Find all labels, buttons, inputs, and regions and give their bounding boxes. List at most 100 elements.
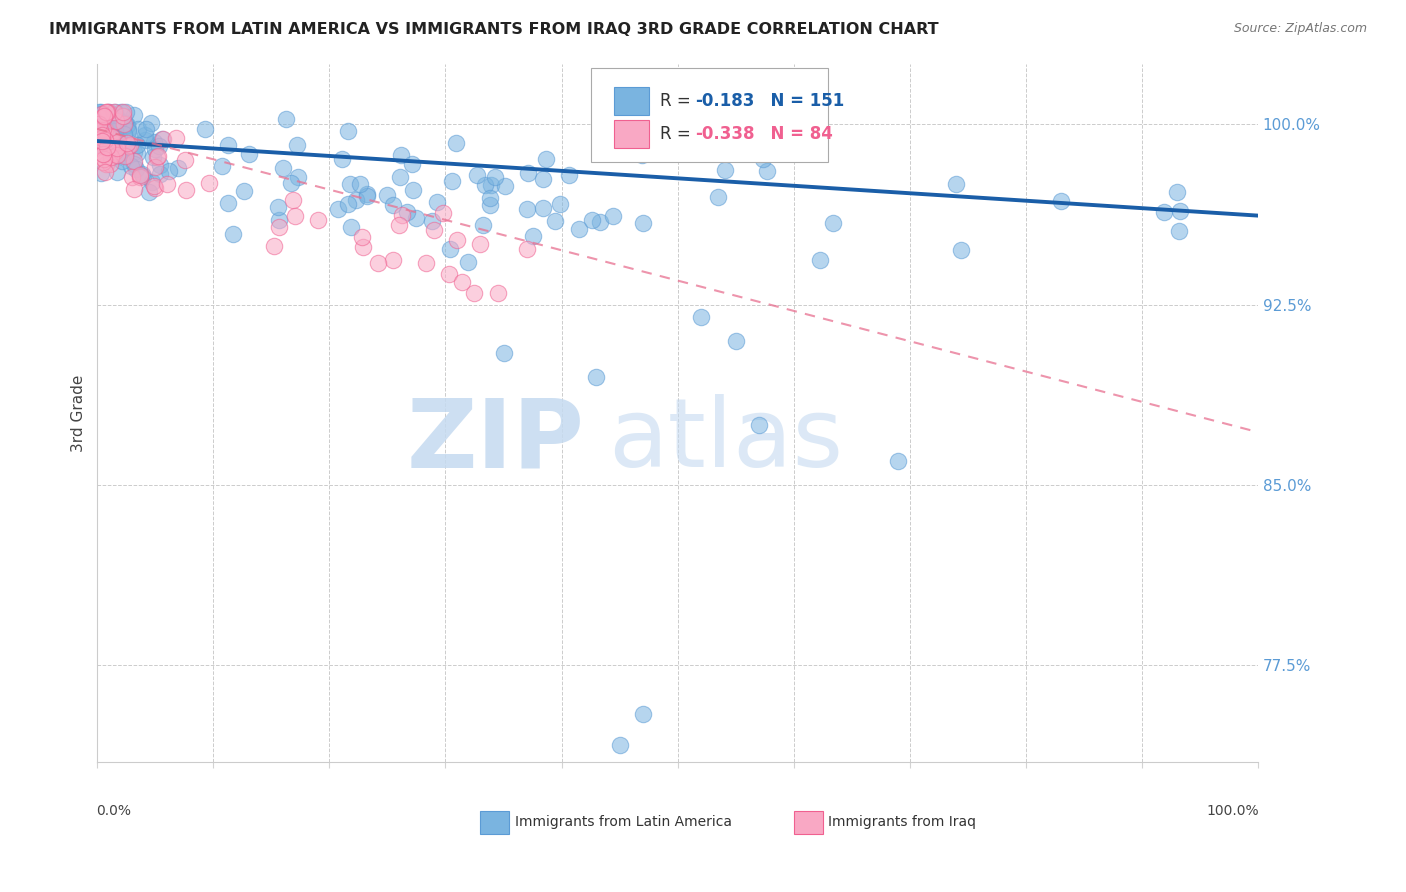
Point (122, 145, 145, 159)
Point (98, 137, 121, 152)
Point (281, 194, 304, 208)
Point (531, 201, 554, 215)
FancyBboxPatch shape (591, 68, 828, 161)
Point (367, 256, 389, 270)
Point (150, 132, 173, 146)
Point (105, 164, 128, 178)
Point (132, 169, 155, 183)
Point (217, 138, 239, 153)
Point (104, 144, 127, 158)
Point (90, 131, 112, 145)
Point (121, 170, 143, 185)
Point (107, 135, 129, 149)
Point (174, 183, 197, 197)
Point (118, 137, 141, 152)
Point (267, 200, 290, 214)
Text: -0.183: -0.183 (695, 92, 755, 110)
Point (689, 310, 711, 324)
Point (543, 214, 565, 228)
Point (589, 215, 612, 229)
Point (98, 105, 121, 120)
Text: ZIP: ZIP (406, 394, 585, 487)
Point (381, 252, 404, 267)
Point (157, 164, 180, 178)
Point (238, 147, 260, 161)
Point (534, 152, 557, 166)
Point (494, 178, 516, 193)
Point (139, 116, 162, 130)
Point (143, 160, 166, 174)
Text: -0.338: -0.338 (695, 125, 755, 143)
Point (124, 157, 146, 171)
Point (349, 177, 371, 191)
Point (97, 105, 120, 120)
Point (100, 128, 122, 143)
Point (91, 129, 114, 144)
Point (94, 164, 117, 178)
Point (101, 130, 124, 145)
Point (91, 121, 114, 136)
Point (127, 122, 149, 136)
Text: 0.0%: 0.0% (96, 804, 131, 817)
Point (105, 134, 128, 148)
FancyBboxPatch shape (614, 87, 648, 115)
Point (558, 168, 581, 182)
Point (450, 275, 472, 289)
Point (467, 168, 489, 182)
Point (423, 223, 446, 237)
Point (340, 220, 363, 235)
Point (714, 163, 737, 178)
Point (271, 161, 294, 176)
Point (105, 130, 128, 145)
Point (350, 229, 373, 244)
Point (457, 255, 479, 269)
Point (613, 142, 636, 156)
Point (336, 196, 359, 211)
Point (108, 114, 131, 128)
Point (339, 177, 361, 191)
Point (609, 738, 631, 752)
Point (389, 148, 412, 162)
Point (173, 153, 195, 168)
Point (1167, 224, 1189, 238)
Point (280, 176, 302, 190)
Point (143, 180, 166, 194)
Point (90, 135, 112, 149)
Point (94, 133, 117, 147)
Point (439, 267, 461, 281)
Point (103, 105, 125, 120)
Point (97, 138, 120, 153)
Point (446, 233, 468, 247)
Point (401, 157, 423, 171)
Point (128, 169, 150, 184)
Point (87, 138, 110, 153)
Point (97, 119, 120, 133)
Point (267, 213, 290, 227)
Point (120, 159, 142, 173)
Point (107, 112, 129, 126)
Point (97, 121, 120, 136)
Point (146, 148, 169, 162)
Point (478, 198, 501, 212)
Point (96, 140, 118, 154)
Point (492, 345, 515, 359)
Point (522, 229, 544, 244)
Point (531, 171, 554, 186)
Point (91, 106, 114, 120)
Point (391, 208, 413, 222)
Point (149, 158, 172, 172)
Point (633, 216, 655, 230)
Point (167, 161, 190, 176)
Point (602, 209, 624, 223)
Point (328, 202, 350, 217)
Point (548, 196, 571, 211)
Point (165, 131, 187, 145)
Point (395, 205, 418, 219)
Point (115, 118, 138, 132)
Point (388, 169, 411, 184)
Point (198, 176, 221, 190)
Point (122, 182, 145, 196)
Point (585, 369, 607, 384)
Point (93, 152, 115, 166)
Point (887, 454, 910, 468)
